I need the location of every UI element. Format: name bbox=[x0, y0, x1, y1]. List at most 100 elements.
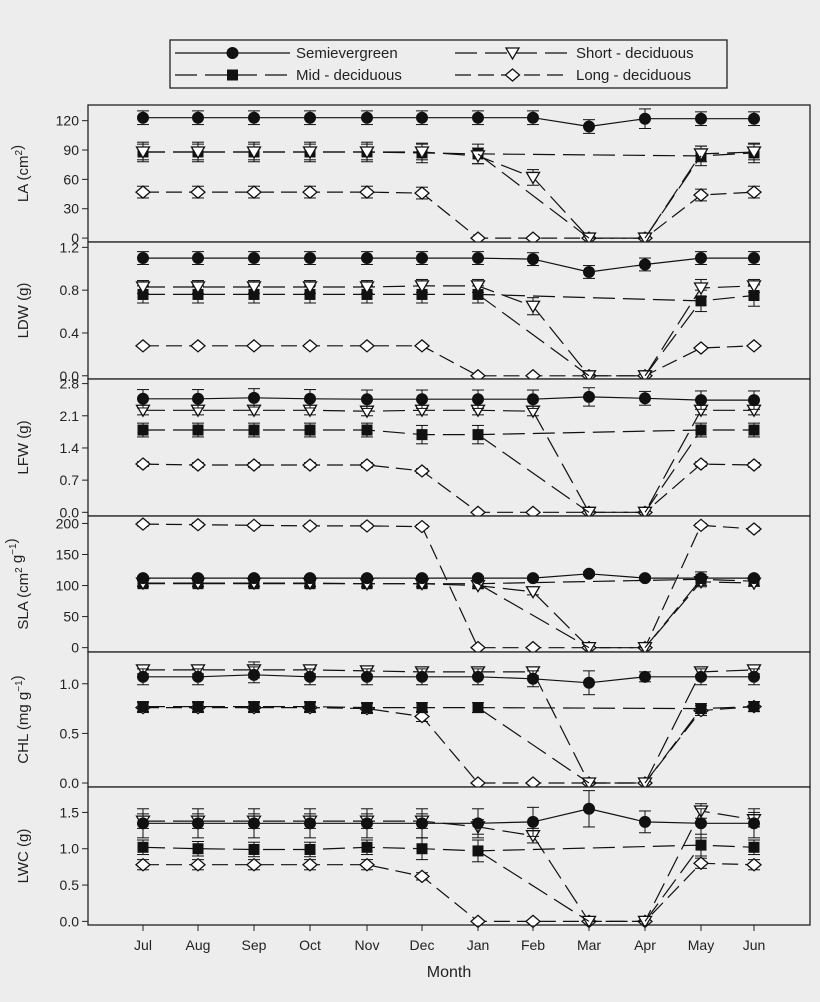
series-short bbox=[135, 278, 762, 384]
data-point-semi bbox=[695, 394, 707, 407]
data-point-semi bbox=[416, 670, 428, 683]
data-point-mid bbox=[248, 701, 260, 713]
data-point-long bbox=[190, 458, 206, 472]
x-tick-label: Jan bbox=[467, 937, 490, 953]
data-point-semi bbox=[361, 572, 373, 585]
data-point-semi bbox=[137, 252, 149, 265]
data-point-mid bbox=[248, 843, 260, 855]
data-point-mid bbox=[192, 424, 204, 436]
data-point-mid bbox=[192, 701, 204, 713]
x-tick-label: Sep bbox=[242, 937, 267, 953]
data-point-long bbox=[135, 457, 151, 471]
data-point-semi bbox=[416, 817, 428, 830]
series-line-semi bbox=[143, 573, 754, 579]
data-point-semi bbox=[748, 670, 760, 683]
data-point-long bbox=[414, 519, 430, 534]
series-line-short bbox=[143, 581, 755, 649]
data-point-short bbox=[746, 146, 762, 160]
y-tick-label: 200 bbox=[56, 515, 80, 531]
data-point-long bbox=[746, 185, 762, 199]
data-point-mid bbox=[192, 288, 204, 300]
x-axis-title: Month bbox=[427, 964, 471, 981]
y-tick-label: 0.0 bbox=[60, 368, 80, 384]
data-point-long bbox=[246, 338, 262, 353]
data-point-short bbox=[525, 586, 541, 600]
x-axis: Month Jul Aug Sep Oct Nov Dec Jan Feb Mar Apr May J… bbox=[134, 925, 765, 981]
legend-box bbox=[169, 39, 728, 89]
data-point-mid bbox=[416, 429, 428, 441]
data-point-semi bbox=[304, 392, 316, 405]
data-point-long bbox=[135, 338, 151, 353]
data-point-mid bbox=[361, 288, 373, 300]
y-axis-title-part: LDW (g) bbox=[15, 283, 32, 339]
data-point-long bbox=[246, 458, 262, 472]
y-axis-title-part: LA (cm bbox=[15, 155, 32, 202]
data-point-mid bbox=[137, 424, 149, 436]
y-tick-label: 2.1 bbox=[60, 408, 80, 424]
y-axis-title-part: ) bbox=[9, 675, 26, 680]
data-point-semi bbox=[192, 817, 204, 830]
y-axis-title: CHL (mg g−1) bbox=[9, 675, 32, 763]
series-semi bbox=[137, 666, 760, 696]
data-point-semi bbox=[748, 817, 760, 830]
data-point-long bbox=[746, 338, 762, 353]
y-axis-title-part: CHL (mg g bbox=[15, 692, 32, 764]
data-point-short bbox=[525, 171, 541, 185]
data-point-semi bbox=[695, 670, 707, 683]
series-semi bbox=[137, 251, 760, 279]
series-line-mid-drop bbox=[477, 434, 590, 513]
legend-label-mid: Mid - deciduous bbox=[296, 67, 402, 84]
data-point-short bbox=[637, 370, 653, 384]
data-point-long bbox=[190, 517, 206, 532]
data-point-short bbox=[525, 300, 541, 314]
data-point-long bbox=[414, 464, 430, 478]
data-point-semi bbox=[248, 817, 260, 830]
data-point-semi bbox=[192, 392, 204, 405]
y-axis-title-part: SLA (cm bbox=[15, 573, 32, 630]
series-line-mid-drop bbox=[477, 293, 590, 377]
panel-lfw: 0.0 0.7 1.4 2.1 2.8 LFW (g) bbox=[15, 376, 811, 520]
data-point-mid bbox=[304, 701, 316, 713]
y-tick-label: 1.2 bbox=[60, 239, 80, 255]
data-point-semi bbox=[192, 572, 204, 585]
data-point-semi bbox=[583, 265, 595, 278]
data-point-long bbox=[359, 857, 375, 872]
data-point-semi bbox=[527, 253, 539, 266]
y-tick-label: 0 bbox=[71, 230, 79, 246]
data-point-semi bbox=[472, 393, 484, 406]
series-line-mid-rise bbox=[644, 708, 702, 784]
series-line-long bbox=[142, 463, 755, 513]
series-line-long bbox=[142, 523, 755, 649]
data-point-mid bbox=[137, 701, 149, 713]
data-point-long bbox=[414, 709, 430, 724]
data-point-semi bbox=[361, 252, 373, 265]
data-point-short bbox=[135, 146, 151, 160]
data-point-semi bbox=[416, 111, 428, 124]
panel-lwc: 0.0 0.5 1.0 1.5 LWC (g) bbox=[15, 786, 811, 929]
data-point-short bbox=[637, 642, 653, 655]
data-point-semi bbox=[527, 815, 539, 828]
y-tick-label: 120 bbox=[56, 113, 80, 129]
data-point-semi bbox=[583, 120, 595, 133]
data-point-mid bbox=[748, 841, 760, 853]
data-point-semi bbox=[248, 668, 260, 681]
data-point-long bbox=[135, 185, 151, 199]
y-axis-title-sup: 2 bbox=[14, 567, 25, 573]
data-point-long bbox=[693, 856, 709, 871]
data-point-mid bbox=[248, 424, 260, 436]
legend-marker-long bbox=[504, 68, 521, 82]
y-tick-label: 0.4 bbox=[60, 325, 80, 341]
data-point-semi bbox=[639, 815, 651, 828]
series-line-mid-drop bbox=[477, 850, 590, 922]
y-tick-label: 1.5 bbox=[60, 804, 80, 820]
series-line-short bbox=[143, 669, 755, 784]
panel-frame bbox=[87, 651, 811, 788]
data-point-long bbox=[302, 338, 318, 353]
series-line-short bbox=[143, 810, 755, 922]
legend-label-short: Short - deciduous bbox=[576, 45, 694, 62]
data-point-semi bbox=[416, 252, 428, 265]
series-semi bbox=[137, 790, 760, 839]
data-point-semi bbox=[361, 817, 373, 830]
y-tick-label: 0.0 bbox=[60, 504, 80, 520]
data-point-mid bbox=[748, 290, 760, 302]
